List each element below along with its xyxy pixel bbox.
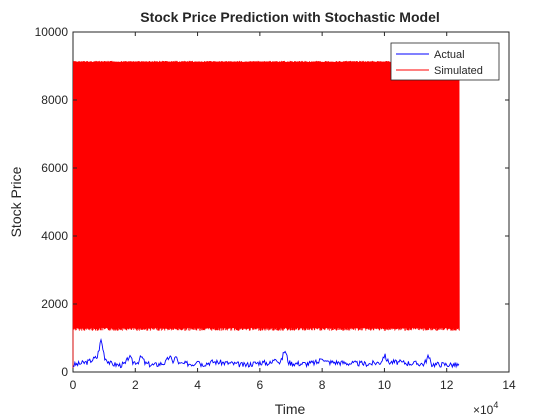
legend-box <box>390 42 500 81</box>
x-tick-label: 10 <box>378 378 392 392</box>
y-tick-label: 10000 <box>35 25 69 39</box>
series-simulated-line <box>72 60 460 368</box>
x-axis-label: Time <box>275 401 306 417</box>
plot-area: 0 2 4 6 8 10 12 14 0 2000 4000 6000 8000 10000 <box>35 25 516 392</box>
x-tick-label: 6 <box>257 378 264 392</box>
x-tick-label: 8 <box>319 378 326 392</box>
x-tick-label: 0 <box>70 378 77 392</box>
y-tick-label: 0 <box>61 365 68 379</box>
x-axis-exponent-power: 4 <box>493 400 498 410</box>
y-tick-label: 4000 <box>41 229 68 243</box>
series-actual-line <box>72 337 460 369</box>
y-tick-label: 6000 <box>41 161 68 175</box>
x-tick-label: 4 <box>194 378 201 392</box>
x-tick-label: 14 <box>502 378 516 392</box>
legend: Actual Simulated <box>390 42 500 81</box>
y-tick-label: 2000 <box>41 297 68 311</box>
x-axis-exponent-base: ×10 <box>473 403 494 417</box>
x-axis-exponent: ×104 <box>473 400 498 417</box>
y-tick-label: 8000 <box>41 93 68 107</box>
legend-label: Actual <box>434 49 465 61</box>
chart-title: Stock Price Prediction with Stochastic M… <box>140 9 440 25</box>
legend-label: Simulated <box>434 65 483 77</box>
x-tick-label: 12 <box>440 378 454 392</box>
y-axis-label: Stock Price <box>8 166 24 237</box>
x-tick-label: 2 <box>132 378 139 392</box>
